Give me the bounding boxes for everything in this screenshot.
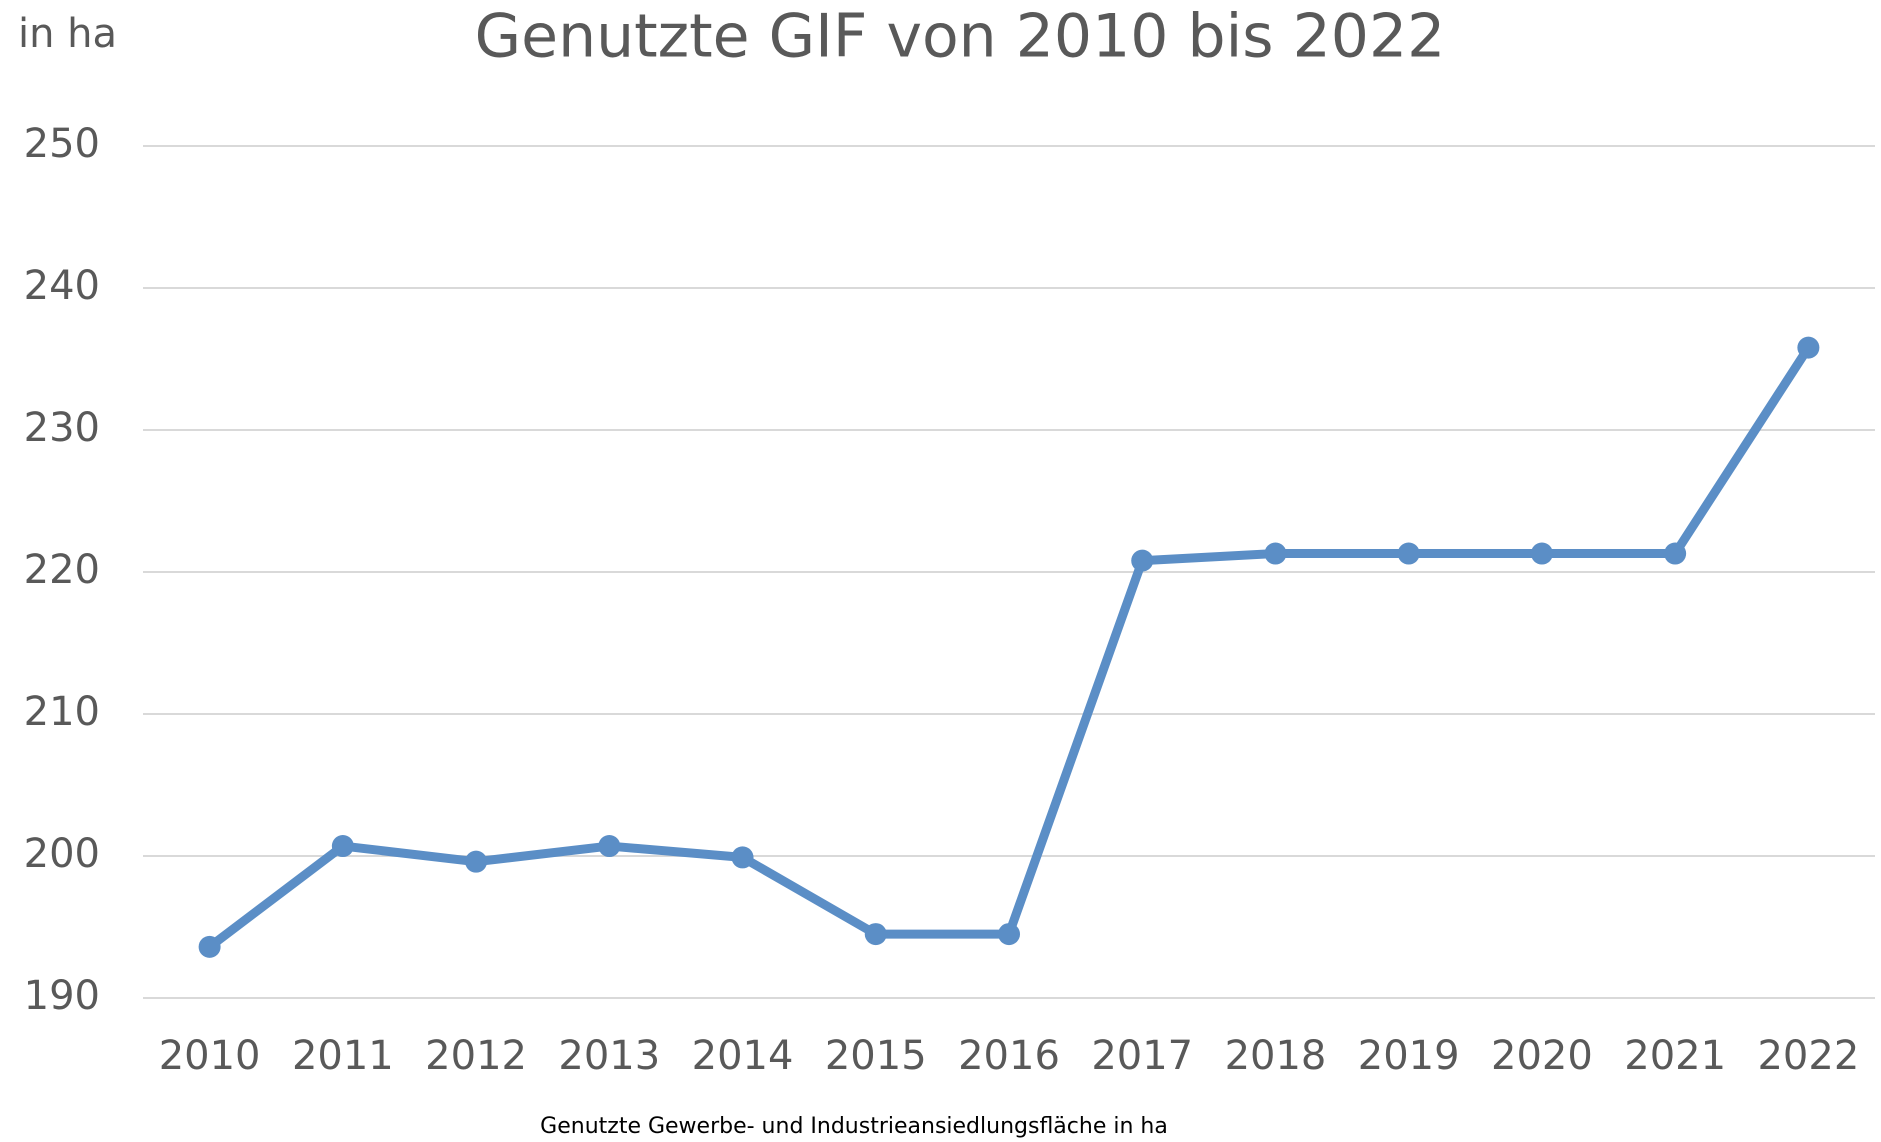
- data-point: [1797, 336, 1820, 359]
- y-axis-label: in ha: [18, 11, 117, 57]
- x-tick-label: 2017: [1091, 1033, 1193, 1079]
- y-tick-label: 230: [24, 405, 100, 451]
- x-tick-label: 2012: [425, 1033, 527, 1079]
- data-point: [731, 846, 754, 869]
- y-tick-label: 190: [24, 973, 100, 1019]
- x-tick-label: 2014: [692, 1033, 794, 1079]
- data-point: [331, 835, 354, 858]
- caption: Genutzte Gewerbe- und Industrieansiedlun…: [540, 1114, 1168, 1139]
- x-tick-label: 2019: [1358, 1033, 1460, 1079]
- data-point: [598, 835, 621, 858]
- data-point: [998, 923, 1020, 946]
- data-point: [1664, 542, 1687, 565]
- y-tick-label: 240: [24, 263, 100, 309]
- x-tick-label: 2010: [159, 1033, 261, 1079]
- data-point: [1530, 542, 1553, 565]
- y-tick-label: 250: [24, 121, 100, 167]
- x-tick-label: 2018: [1225, 1033, 1327, 1079]
- x-tick-label: 2013: [558, 1033, 660, 1079]
- data-point: [198, 935, 221, 958]
- data-point: [1131, 549, 1154, 572]
- y-tick-label: 200: [24, 831, 100, 877]
- x-tick-label: 2011: [292, 1033, 394, 1079]
- y-tick-label: 220: [24, 547, 100, 593]
- x-tick-label: 2015: [825, 1033, 927, 1079]
- y-tick-label: 210: [24, 689, 100, 735]
- data-point: [465, 850, 488, 873]
- x-tick-label: 2016: [958, 1033, 1060, 1079]
- x-tick-label: 2021: [1624, 1033, 1726, 1079]
- x-tick-label: 2020: [1491, 1033, 1593, 1079]
- data-point: [1264, 542, 1287, 565]
- data-point: [864, 923, 887, 946]
- chart-title: Genutzte GIF von 2010 bis 2022: [475, 2, 1446, 72]
- x-tick-label: 2022: [1757, 1033, 1859, 1079]
- data-point: [1397, 542, 1420, 565]
